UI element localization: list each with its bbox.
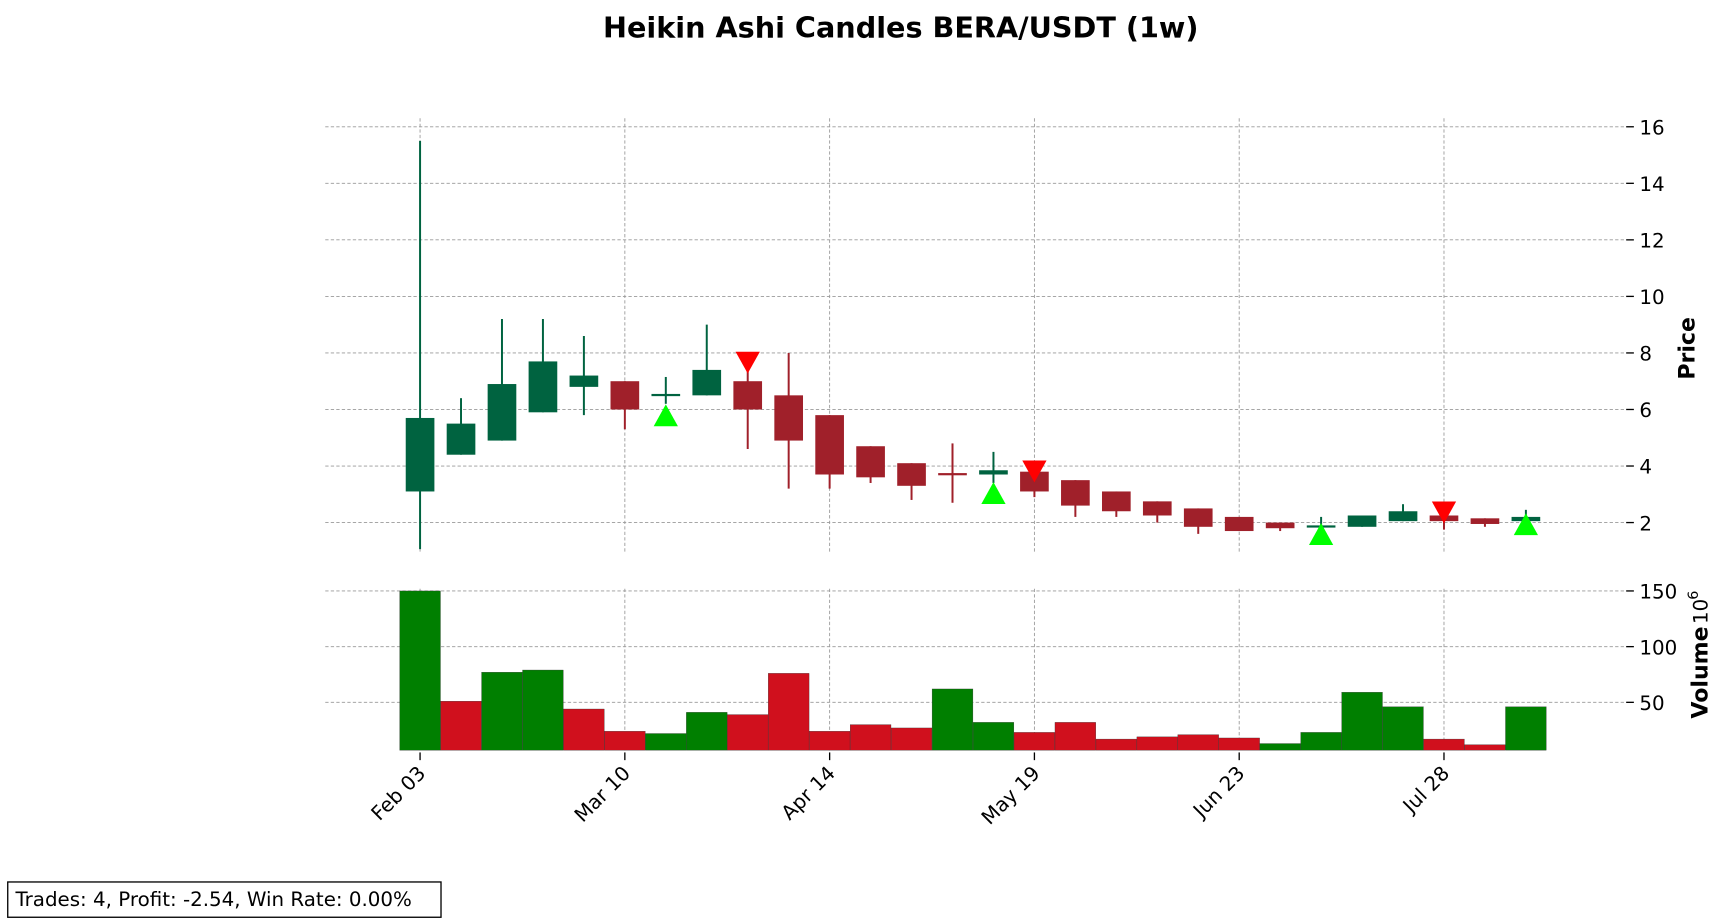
candle-body bbox=[1388, 511, 1418, 522]
candle-body bbox=[692, 369, 722, 396]
volume-bar bbox=[1505, 706, 1547, 751]
candle-body bbox=[774, 395, 804, 441]
volume-bar bbox=[440, 701, 482, 751]
volume-bar bbox=[850, 724, 892, 751]
y-tick-label: 12 bbox=[1639, 230, 1664, 253]
summary-text: Trades: 4, Profit: -2.54, Win Rate: 0.00… bbox=[14, 888, 411, 911]
y-tick-label: 8 bbox=[1639, 343, 1652, 366]
x-tick-label: Jul 28 bbox=[1397, 762, 1454, 819]
x-tick-label: Feb 03 bbox=[367, 762, 430, 825]
volume-bar bbox=[1136, 736, 1178, 751]
candle-body bbox=[610, 381, 640, 410]
volume-bar bbox=[931, 688, 974, 751]
candle-body bbox=[1224, 516, 1254, 532]
candle-body bbox=[733, 381, 763, 410]
volume-bar bbox=[522, 669, 564, 751]
volume-scale-exponent: 6 bbox=[1686, 591, 1702, 600]
y-tick-label: 4 bbox=[1639, 456, 1652, 479]
candle-body bbox=[487, 384, 517, 441]
x-tick-label: Mar 10 bbox=[570, 762, 635, 827]
y-tick-label: 16 bbox=[1639, 116, 1664, 139]
candle-body bbox=[1101, 491, 1131, 512]
candle-body bbox=[1061, 480, 1090, 506]
candle-body bbox=[405, 417, 435, 492]
summary-box bbox=[7, 881, 442, 918]
y-tick-label: 100 bbox=[1639, 636, 1677, 659]
volume-bar bbox=[1054, 722, 1096, 751]
volume-bar bbox=[1423, 738, 1465, 751]
candle-body bbox=[856, 446, 885, 478]
volume-bar bbox=[972, 722, 1015, 751]
volume-scale: 10 6 bbox=[1686, 591, 1713, 624]
y-axis-label: Price bbox=[1676, 317, 1701, 380]
volume-bar bbox=[563, 708, 605, 751]
buy-marker bbox=[653, 404, 678, 427]
candle-body bbox=[1470, 518, 1500, 524]
volume-bar bbox=[1341, 692, 1383, 751]
chart-title: Heikin Ashi Candles BERA/USDT (1w) bbox=[603, 10, 1198, 44]
candle-body bbox=[651, 393, 681, 397]
volume-bar bbox=[645, 733, 687, 751]
candle-body bbox=[1265, 522, 1295, 529]
buy-marker bbox=[1513, 513, 1539, 536]
candle-body bbox=[528, 361, 558, 413]
volume-bar bbox=[1095, 738, 1137, 751]
candle-body bbox=[1142, 501, 1172, 516]
volume-bar bbox=[1013, 732, 1055, 751]
candle-body bbox=[815, 415, 844, 475]
candle-body bbox=[938, 473, 967, 476]
candle-body bbox=[1347, 515, 1377, 527]
volume-bar bbox=[1464, 744, 1506, 751]
x-tick-label: Apr 14 bbox=[777, 762, 840, 825]
volume-bar bbox=[1300, 732, 1342, 751]
y-tick-label: 150 bbox=[1639, 581, 1677, 604]
volume-scale-base: 10 bbox=[1690, 599, 1713, 624]
y-tick-label: 6 bbox=[1639, 399, 1652, 422]
volume-bar bbox=[768, 673, 810, 751]
candle-body bbox=[569, 375, 599, 387]
y-tick-label: 2 bbox=[1639, 512, 1652, 535]
candle-body bbox=[897, 463, 926, 486]
x-tick-label: May 19 bbox=[977, 762, 1045, 830]
volume-bar bbox=[809, 731, 851, 751]
volume-bar bbox=[686, 712, 728, 751]
y-tick-label: 50 bbox=[1639, 692, 1664, 715]
volume-axis-label: Volume bbox=[1689, 626, 1714, 718]
volume-bar bbox=[399, 590, 441, 751]
candle-body bbox=[1183, 508, 1213, 527]
y-tick-label: 14 bbox=[1639, 173, 1664, 196]
sell-marker bbox=[1431, 501, 1457, 524]
candle-body bbox=[979, 470, 1008, 475]
y-tick-label: 10 bbox=[1639, 286, 1664, 309]
volume-bar bbox=[1218, 737, 1260, 751]
buy-marker bbox=[1308, 523, 1334, 545]
volume-bar bbox=[1177, 734, 1219, 751]
volume-bar bbox=[890, 727, 933, 751]
volume-bar bbox=[1259, 743, 1301, 751]
x-tick-label: Jun 23 bbox=[1187, 762, 1249, 824]
volume-bar bbox=[481, 672, 523, 751]
volume-bar bbox=[604, 731, 646, 751]
volume-bar bbox=[1382, 706, 1424, 751]
sell-marker bbox=[1022, 460, 1047, 483]
volume-bar bbox=[727, 714, 769, 751]
sell-marker bbox=[735, 351, 760, 374]
buy-marker bbox=[981, 482, 1006, 504]
grid bbox=[325, 118, 1627, 751]
candle-body bbox=[446, 423, 476, 455]
